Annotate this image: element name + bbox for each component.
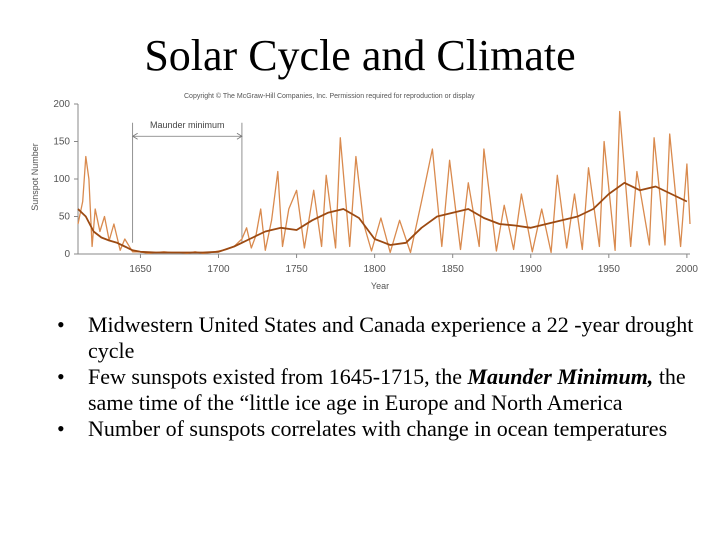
x-tick-label: 1900 <box>520 264 543 275</box>
y-axis-label: Sunspot Number <box>30 143 40 211</box>
bullet-text-pre: Few sunspots existed from 1645-1715, the <box>88 364 468 389</box>
x-tick-label: 2000 <box>676 264 699 275</box>
annotation-arrow-left <box>131 132 138 140</box>
x-axis-label: Year <box>371 281 389 291</box>
smoothed-trend-line <box>77 181 688 254</box>
x-tick-label: 1950 <box>598 264 621 275</box>
bullet-list: Midwestern United States and Canada expe… <box>57 312 697 442</box>
sunspot-cycle-line <box>77 110 691 254</box>
x-tick-label: 1700 <box>207 264 230 275</box>
x-tick-label: 1800 <box>364 264 387 275</box>
y-tick-label: 100 <box>53 174 70 185</box>
chart-axes: 0 50 100 150 200 1650 1700 1750 1800 1850 1900 1950… <box>53 99 698 275</box>
chart-series <box>77 110 691 254</box>
maunder-minimum-annotation: Maunder minimum <box>131 120 243 243</box>
bullet-item: Number of sunspots correlates with chang… <box>57 416 697 442</box>
annotation-label: Maunder minimum <box>150 120 225 130</box>
annotation-arrow-right <box>236 132 243 140</box>
bullet-item: Few sunspots existed from 1645-1715, the… <box>57 364 697 416</box>
slide-title: Solar Cycle and Climate <box>144 31 576 80</box>
bullet-text: Number of sunspots correlates with chang… <box>88 416 668 441</box>
x-tick-label: 1650 <box>129 264 152 275</box>
y-tick-label: 0 <box>64 249 70 260</box>
y-tick-label: 50 <box>59 212 71 223</box>
bullet-text: Midwestern United States and Canada expe… <box>88 312 694 363</box>
chart-copyright: Copyright © The McGraw-Hill Companies, I… <box>184 92 475 100</box>
bullet-text-post: the same time of the “little ice age in … <box>88 364 686 415</box>
x-tick-label: 1750 <box>285 264 308 275</box>
x-tick-label: 1850 <box>442 264 465 275</box>
bullet-item: Midwestern United States and Canada expe… <box>57 312 697 364</box>
sunspot-chart: Copyright © The McGraw-Hill Companies, I… <box>30 92 698 291</box>
maunder-minimum-emphasis: Maunder Minimum, <box>467 364 654 389</box>
y-tick-label: 150 <box>53 137 70 148</box>
y-tick-label: 200 <box>53 99 70 110</box>
